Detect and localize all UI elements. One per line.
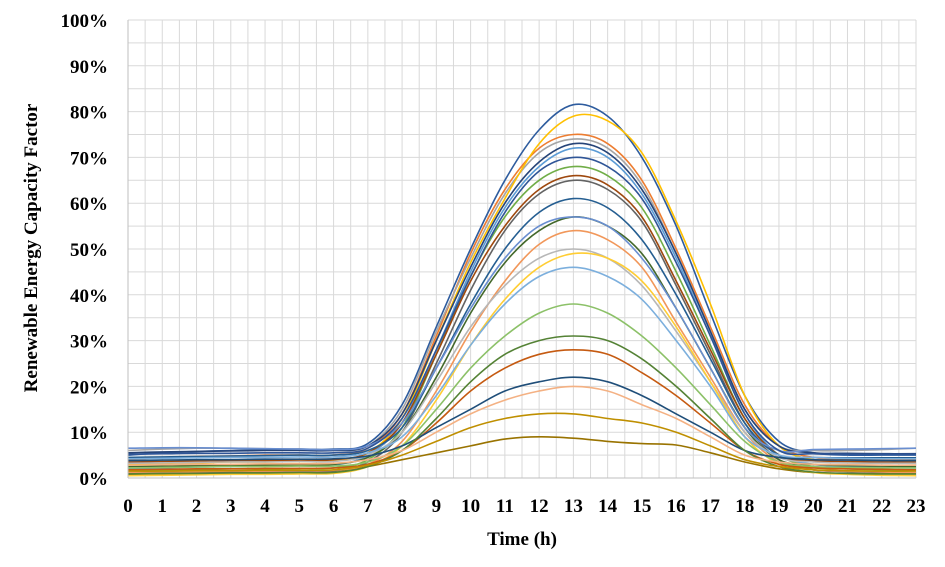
x-tick-label: 12 <box>530 496 549 517</box>
series-line-22 <box>127 412 917 472</box>
series-line-24 <box>127 156 916 456</box>
series-line-12 <box>127 216 917 468</box>
x-tick-label: 8 <box>397 496 407 517</box>
y-tick-label: 40% <box>70 286 108 307</box>
x-tick-label: 7 <box>363 496 373 517</box>
y-tick-label: 80% <box>70 103 108 124</box>
x-tick-label: 11 <box>496 496 514 517</box>
y-tick-label: 10% <box>70 423 108 444</box>
series-line-20 <box>127 376 917 462</box>
x-tick-label: 14 <box>598 496 618 517</box>
x-tick-label: 6 <box>329 496 339 517</box>
y-axis-title: Renewable Energy Capacity Factor <box>21 103 42 392</box>
x-tick-label: 18 <box>735 496 754 517</box>
y-tick-label: 50% <box>70 240 108 261</box>
y-tick-label: 30% <box>70 332 108 353</box>
x-tick-label: 16 <box>667 496 686 517</box>
grid <box>127 19 917 479</box>
x-tick-label: 17 <box>701 496 721 517</box>
x-tick-label: 21 <box>838 496 857 517</box>
series-lines <box>127 103 917 477</box>
x-tick-label: 1 <box>158 496 168 517</box>
series-line-23 <box>127 385 917 467</box>
y-tick-label: 60% <box>70 194 108 215</box>
x-tick-label: 10 <box>461 496 480 517</box>
x-tick-label: 9 <box>432 496 442 517</box>
x-tick-label: 4 <box>260 496 270 517</box>
y-tick-label: 20% <box>70 377 108 398</box>
x-tick-label: 0 <box>123 496 133 517</box>
x-tick-label: 23 <box>907 496 926 517</box>
x-tick-label: 22 <box>872 496 891 517</box>
x-axis-title: Time (h) <box>487 529 557 550</box>
x-tick-label: 20 <box>804 496 823 517</box>
x-tick-label: 15 <box>632 496 651 517</box>
series-line-19 <box>127 349 917 471</box>
series-line-1 <box>127 103 916 457</box>
x-tick-label: 13 <box>564 496 583 517</box>
x-tick-label: 2 <box>192 496 202 517</box>
x-tick-labels: 0 1 2 3 4 5 6 7 8 9 10 11 12 13 14 15 16 17 18 19 20 21 22 23 <box>123 496 925 517</box>
y-tick-label: 0% <box>80 469 109 490</box>
series-line-17 <box>127 266 916 460</box>
axes <box>127 20 916 479</box>
series-line-7 <box>127 142 917 455</box>
y-tick-labels: 0% 10% 20% 30% 40% 50% 60% 70% 80% 90% 100% <box>61 11 109 490</box>
x-tick-label: 3 <box>226 496 236 517</box>
x-tick-label: 5 <box>295 496 305 517</box>
y-tick-label: 100% <box>61 11 109 32</box>
y-tick-label: 90% <box>70 57 108 78</box>
y-tick-label: 70% <box>70 148 108 169</box>
x-tick-label: 19 <box>769 496 788 517</box>
